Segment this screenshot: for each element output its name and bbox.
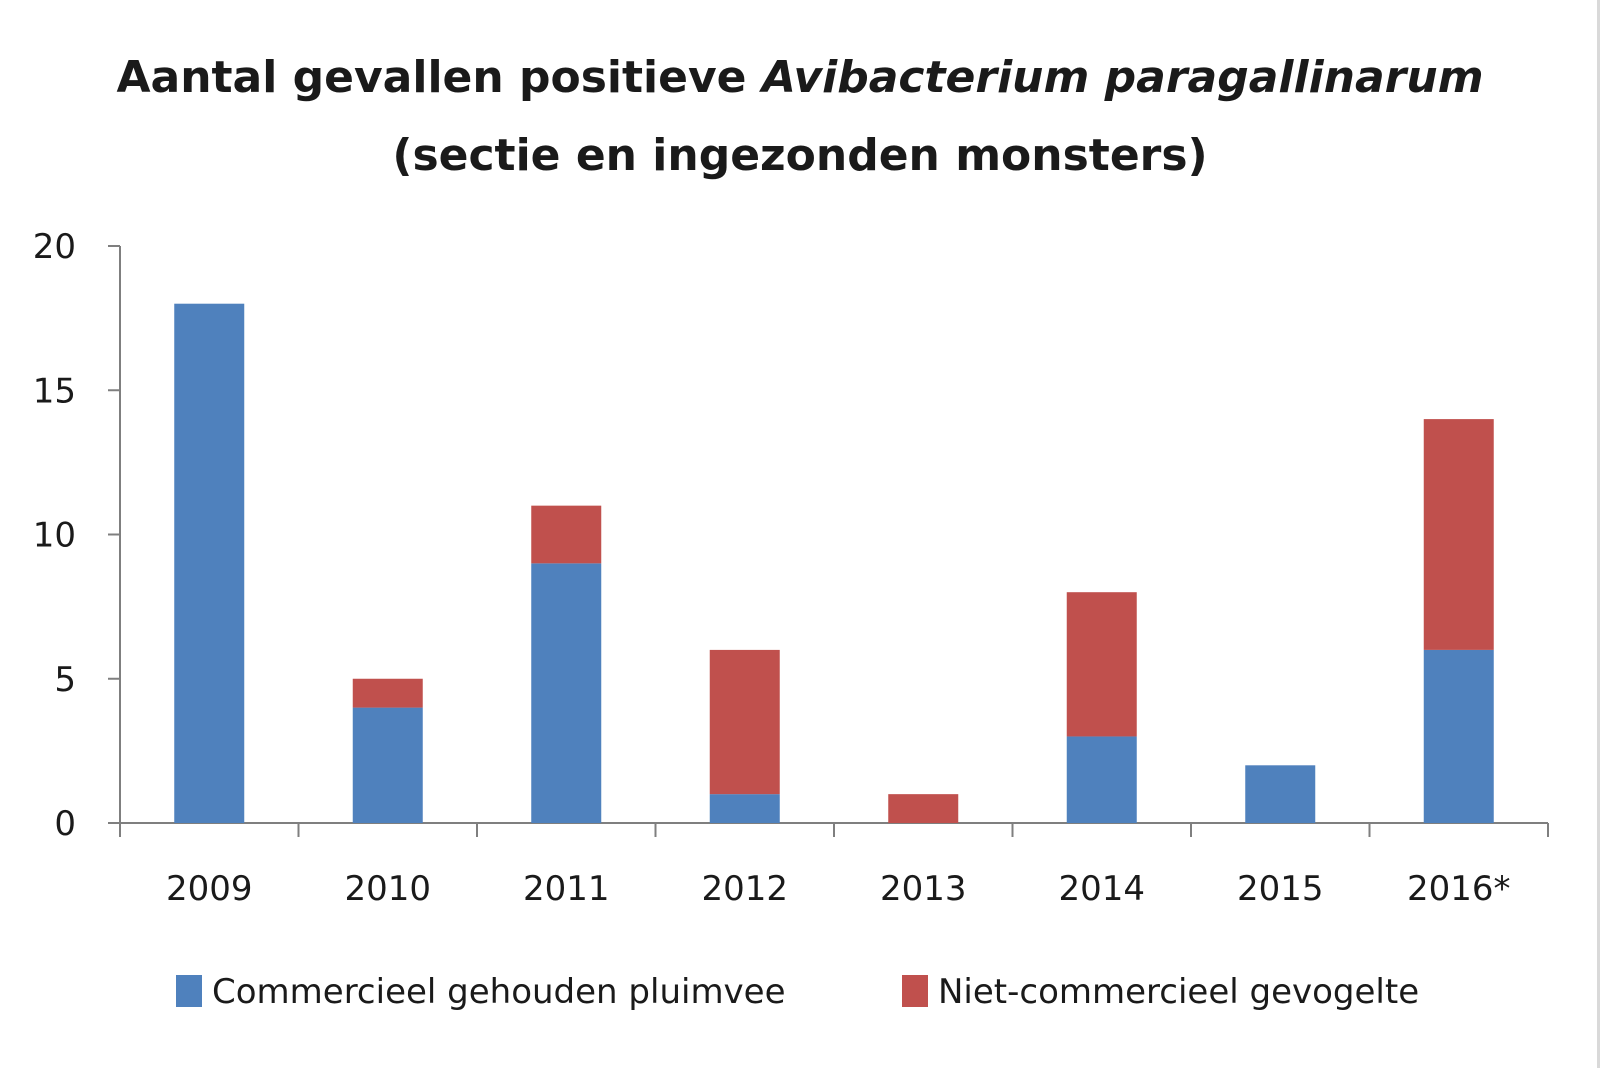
x-tick-label: 2015	[1237, 869, 1324, 909]
x-axis: 2009 2010 2011 2012 2013 2014 2015 2016*	[119, 822, 1549, 909]
y-tick-label: 20	[33, 227, 76, 267]
legend-swatch	[176, 975, 202, 1007]
chart-subtitle: (sectie en ingezonden monsters)	[392, 130, 1208, 181]
legend: Commercieel gehouden pluimvee Niet-commer…	[176, 972, 1419, 1012]
bar-niet-commercieel-2014	[1066, 592, 1137, 737]
x-tick-label: 2010	[344, 869, 431, 909]
y-tick-label: 0	[54, 804, 76, 844]
bar-commercieel-2009	[174, 303, 245, 823]
x-tick-label: 2009	[166, 869, 253, 909]
x-tick-label: 2014	[1058, 869, 1145, 909]
x-tick-label: 2016*	[1407, 869, 1511, 909]
bars	[174, 303, 1494, 823]
legend-label: Commercieel gehouden pluimvee	[212, 972, 786, 1012]
y-axis: 0 5 10 15 20	[33, 227, 121, 844]
chart-title-italic: Avibacterium paragallinarum	[761, 52, 1484, 103]
legend-label: Niet-commercieel gevogelte	[938, 972, 1419, 1012]
y-tick-label: 15	[33, 371, 76, 411]
y-tick-label: 10	[33, 516, 76, 556]
bar-commercieel-2012	[709, 794, 780, 823]
x-tick-label: 2011	[523, 869, 610, 909]
x-tick-label: 2013	[880, 869, 967, 909]
bar-niet-commercieel-2011	[531, 505, 602, 564]
legend-swatch	[902, 975, 928, 1007]
bar-niet-commercieel-2016*	[1423, 419, 1494, 650]
bar-commercieel-2011	[531, 563, 602, 823]
chart-title-text: Aantal gevallen positieve	[116, 52, 762, 103]
bar-commercieel-2015	[1245, 765, 1316, 823]
bar-niet-commercieel-2013	[888, 794, 959, 823]
bar-niet-commercieel-2010	[352, 678, 423, 708]
bar-commercieel-2014	[1066, 736, 1137, 823]
y-tick-label: 5	[54, 660, 76, 700]
bar-commercieel-2016*	[1423, 649, 1494, 823]
bar-commercieel-2010	[352, 707, 423, 823]
bar-niet-commercieel-2012	[709, 649, 780, 795]
x-tick-label: 2012	[701, 869, 788, 909]
chart-title: Aantal gevallen positieve Avibacterium p…	[0, 52, 1600, 103]
